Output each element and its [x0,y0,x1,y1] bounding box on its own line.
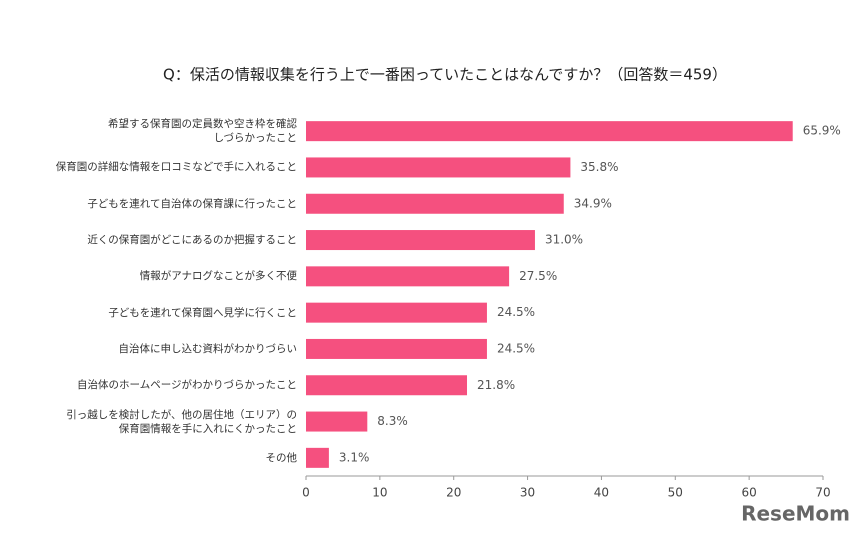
value-label: 21.8% [477,378,515,392]
category-label: 情報がアナログなことが多く不便 [139,270,297,283]
value-label: 8.3% [377,414,408,428]
value-label: 24.5% [497,305,535,319]
value-label: 65.9% [803,124,841,138]
x-tick-label: 50 [668,486,683,500]
value-label: 27.5% [519,269,557,283]
category-label: 希望する保育園の定員数や空き枠を確認 しづらかったこと [108,118,297,145]
x-tick-label: 60 [742,486,757,500]
category-label: 保育園の詳細な情報を口コミなどで手に入れること [55,161,297,174]
watermark: ReseMom [741,502,850,526]
bar [306,375,468,396]
x-tick-label: 20 [446,486,461,500]
bar [306,193,564,214]
bar [306,266,510,287]
bar [306,447,329,468]
category-label: 自治体のホームページがわかりづらかったこと [77,379,297,392]
bar [306,338,487,359]
category-label: 子どもを連れて保育園へ見学に行くこと [108,306,297,319]
category-label: 自治体に申し込む資料がわかりづらい [118,342,298,355]
bar [306,411,368,432]
bar [306,302,487,323]
category-label: 子どもを連れて自治体の保育課に行ったこと [87,197,297,210]
x-tick-label: 0 [302,486,310,500]
category-label: その他 [265,451,298,464]
bar [306,121,793,142]
value-label: 34.9% [574,196,612,210]
x-tick-label: 70 [815,486,830,500]
bar [306,157,571,178]
chart-title: Q：保活の情報収集を行う上で一番困っていたことはなんですか？（回答数＝459） [163,66,727,84]
value-label: 31.0% [545,233,583,247]
value-label: 3.1% [339,450,370,464]
value-label: 24.5% [497,341,535,355]
category-label: 近くの保育園がどこにあるのか把握すること [87,234,297,247]
x-tick-label: 30 [520,486,535,500]
x-tick-label: 40 [594,486,609,500]
bar [306,230,535,251]
x-tick-label: 10 [372,486,387,500]
category-label: 引っ越しを検討したが、他の居住地（エリア）の 保育園情報を手に入れにくかったこと [66,408,297,435]
value-label: 35.8% [580,160,618,174]
